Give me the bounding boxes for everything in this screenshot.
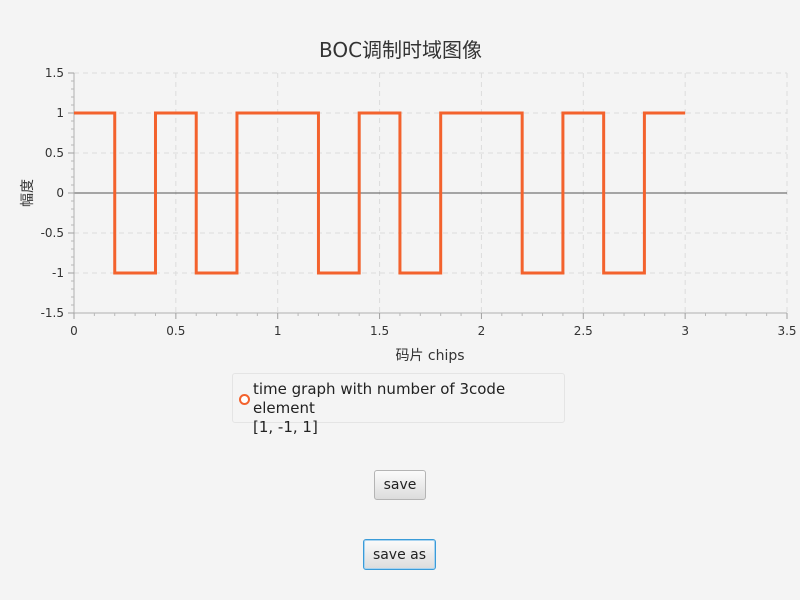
x-tick-label: 3	[681, 324, 689, 338]
chart-title: BOC调制时域图像	[319, 38, 482, 62]
y-axis-label: 幅度	[20, 179, 36, 207]
y-tick-label: -0.5	[41, 226, 64, 240]
boc-chart: 0 0.5 1 1.5 2 2.5 3 3.5 1.5 1 0.5 0 -0.5 -1 -1.5 BOC调制时…	[20, 38, 797, 364]
x-tick-label: 1	[274, 324, 282, 338]
legend-series-label: time graph with number of 3code element …	[253, 380, 506, 436]
y-tick-label: 1.5	[45, 66, 64, 80]
y-tick-label: 0.5	[45, 146, 64, 160]
save-button[interactable]: save	[374, 470, 426, 500]
series-line-0	[74, 111, 686, 275]
y-tick-label: -1	[52, 266, 64, 280]
y-tick-label: -1.5	[41, 306, 64, 320]
chart-legend: time graph with number of 3code element …	[232, 373, 565, 436]
x-axis-label: 码片 chips	[395, 348, 464, 364]
x-tick-label: 3.5	[777, 324, 796, 338]
save-as-button[interactable]: save as	[363, 539, 436, 570]
y-tick-label: 0	[56, 186, 64, 200]
legend-series-marker-icon	[239, 394, 250, 405]
x-tick-label: 2.5	[574, 324, 593, 338]
y-tick-label: 1	[56, 106, 64, 120]
x-tick-label: 2	[478, 324, 486, 338]
x-tick-label: 0	[70, 324, 78, 338]
x-tick-label: 0.5	[166, 324, 185, 338]
x-tick-label: 1.5	[370, 324, 389, 338]
